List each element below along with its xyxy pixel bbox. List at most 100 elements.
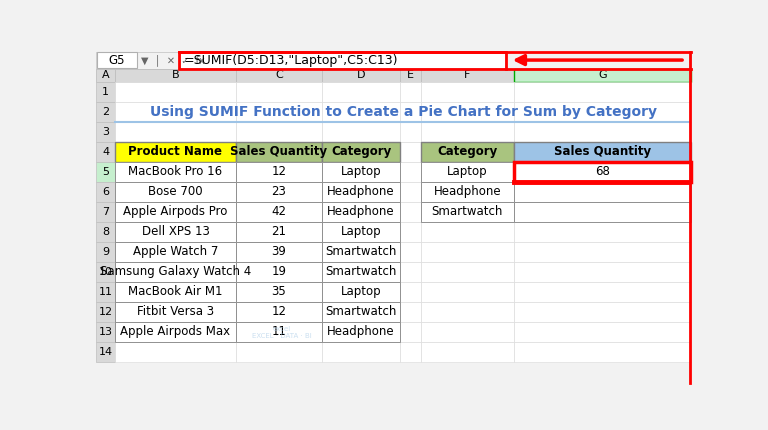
Bar [514,302,691,322]
Text: Headphone: Headphone [433,185,501,198]
Bar [236,262,323,282]
Text: E: E [407,70,414,80]
Text: Samsung Galaxy Watch 4: Samsung Galaxy Watch 4 [100,265,251,278]
Bar [236,82,323,101]
Bar [236,242,323,262]
Text: 14: 14 [98,347,113,357]
Text: Laptop: Laptop [341,225,382,238]
Text: Laptop: Laptop [447,165,488,178]
Text: 5: 5 [102,167,109,177]
Text: Smartwatch: Smartwatch [432,205,503,218]
Text: F: F [464,70,471,80]
Bar [421,302,514,322]
Bar [115,242,236,262]
Text: G5: G5 [108,54,124,67]
Bar [323,182,400,202]
Text: Headphone: Headphone [327,326,395,338]
Bar [514,162,691,182]
Bar [400,282,421,302]
Bar [236,162,323,182]
Text: Apple Watch 7: Apple Watch 7 [133,245,218,258]
Bar [96,302,115,322]
Text: 39: 39 [271,245,286,258]
Text: 11: 11 [98,287,113,297]
Bar [400,82,421,101]
Bar [323,122,400,142]
Bar [115,302,236,322]
Bar [96,82,115,101]
Bar [115,282,236,302]
Text: Product Name: Product Name [128,145,223,158]
Bar [514,68,691,82]
Text: C: C [275,70,283,80]
Bar [514,101,691,122]
Bar [236,122,323,142]
Bar [96,342,115,362]
Bar [96,262,115,282]
Text: Laptop: Laptop [341,286,382,298]
Bar [236,322,323,342]
Bar [514,182,691,202]
Bar [323,162,400,182]
Bar [421,242,514,262]
Bar [400,68,421,82]
Bar [514,202,691,222]
Bar [514,262,691,282]
Bar [236,182,323,202]
Bar [323,282,400,302]
Bar [421,101,514,122]
Bar [421,202,514,222]
Bar [421,262,514,282]
Bar [115,162,236,182]
Bar [323,302,400,322]
Text: D: D [357,70,366,80]
Bar [236,302,323,322]
Bar [514,122,691,142]
Bar [236,222,323,242]
Bar [96,242,115,262]
Bar [115,202,236,222]
Bar [236,342,323,362]
Bar [323,182,400,202]
Bar [323,342,400,362]
Bar [400,322,421,342]
Bar [323,242,400,262]
Text: G: G [598,70,607,80]
Bar [514,82,691,101]
Bar [323,162,400,182]
Bar [115,302,236,322]
Bar [115,122,236,142]
Bar [514,162,691,182]
Text: ▼  │  ✕  ✓  fx: ▼ │ ✕ ✓ fx [141,54,205,66]
Bar [236,101,323,122]
Text: 35: 35 [272,286,286,298]
Bar [514,242,691,262]
Text: 4: 4 [102,147,109,157]
Text: B: B [171,70,179,80]
Bar [115,162,236,182]
Text: 2: 2 [102,107,109,117]
Bar [323,142,400,162]
Text: 12: 12 [271,165,286,178]
Bar [96,142,115,162]
Bar [421,82,514,101]
Text: A: A [102,70,110,80]
Bar [323,302,400,322]
Bar [421,322,514,342]
Bar [323,222,400,242]
Text: 7: 7 [102,207,109,217]
Text: =SUMIF(D5:D13,"Laptop",C5:C13): =SUMIF(D5:D13,"Laptop",C5:C13) [184,54,398,67]
Text: Sales Quantity: Sales Quantity [554,145,651,158]
Bar [96,202,115,222]
Bar [115,322,236,342]
Bar [96,122,115,142]
Bar [421,122,514,142]
Text: MacBook Pro 16: MacBook Pro 16 [128,165,223,178]
Bar [421,162,514,182]
Bar [96,222,115,242]
Bar [400,302,421,322]
Bar [323,142,400,162]
Text: Smartwatch: Smartwatch [326,245,397,258]
Bar [96,162,115,182]
Bar [236,222,323,242]
